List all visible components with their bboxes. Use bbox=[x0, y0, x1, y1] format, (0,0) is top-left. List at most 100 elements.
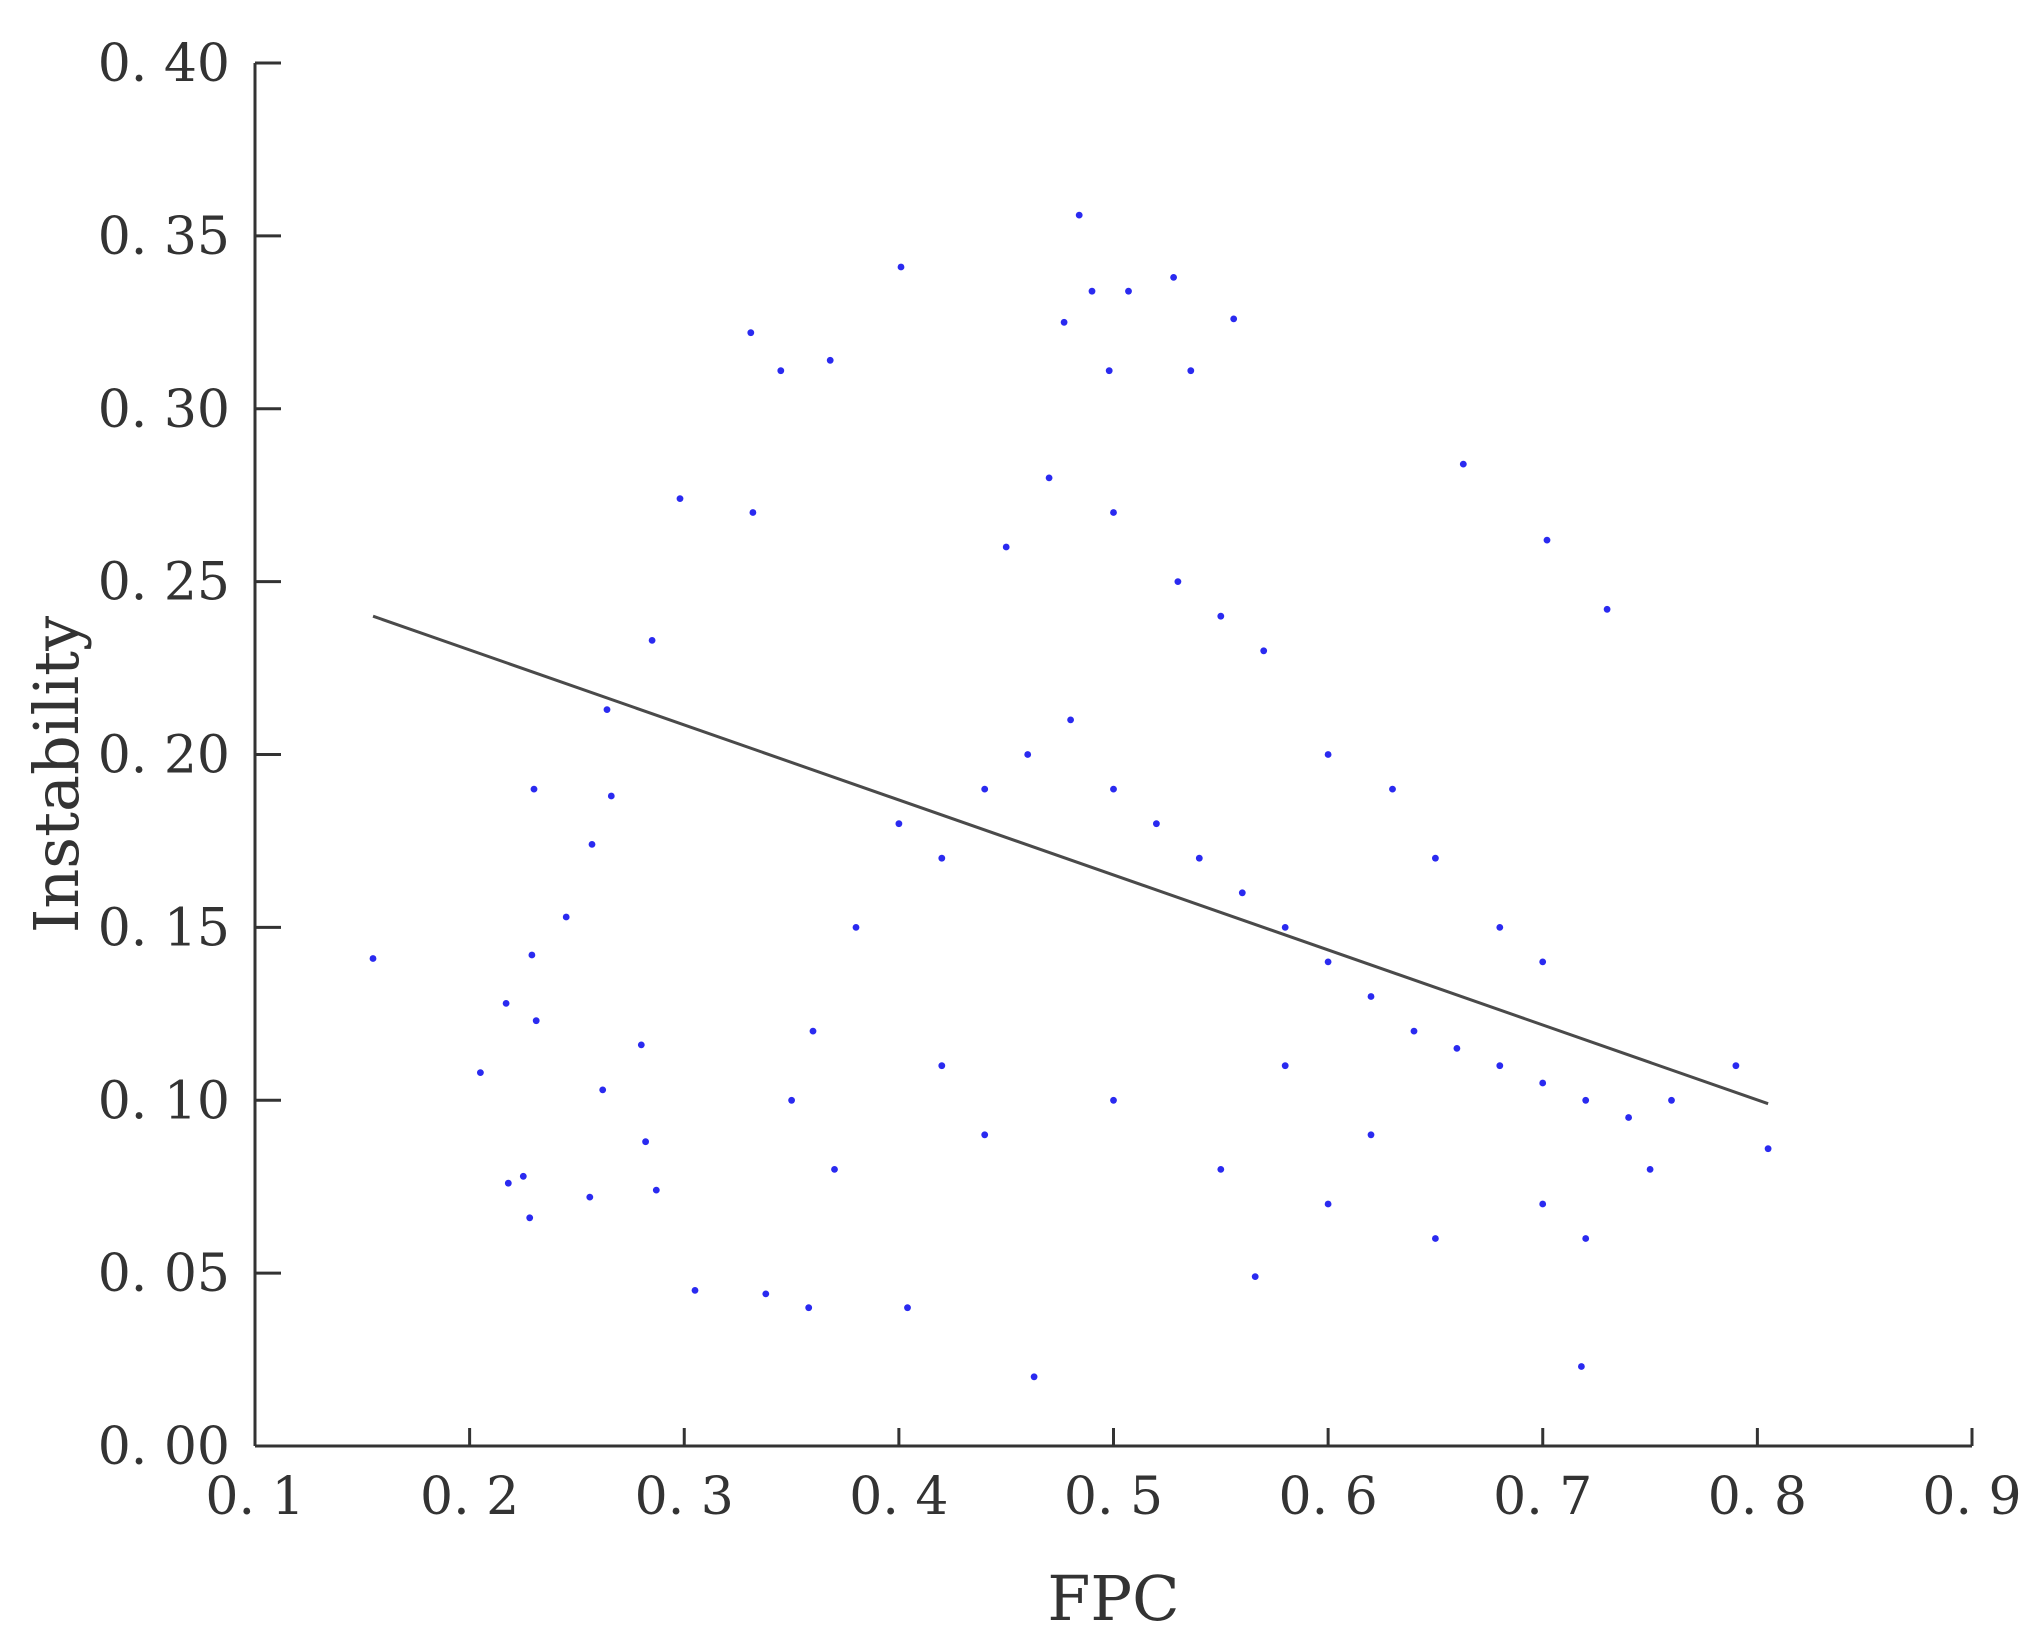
scatter-point bbox=[1153, 820, 1160, 828]
scatter-point bbox=[1453, 1045, 1461, 1052]
scatter-point bbox=[1238, 889, 1246, 897]
scatter-point bbox=[749, 509, 757, 516]
scatter-point bbox=[1578, 1363, 1585, 1370]
scatter-point bbox=[1646, 1166, 1654, 1173]
scatter-point bbox=[938, 1062, 946, 1070]
scatter-point bbox=[938, 854, 946, 862]
scatter-point bbox=[648, 637, 656, 644]
scatter-point bbox=[981, 1131, 989, 1139]
scatter-point bbox=[904, 1304, 911, 1312]
scatter-point bbox=[1625, 1114, 1632, 1121]
scatter-point bbox=[1459, 460, 1467, 468]
scatter-point bbox=[477, 1069, 484, 1076]
scatter-point bbox=[1067, 716, 1074, 724]
scatter-point bbox=[777, 367, 785, 375]
x-tick-label: 0. 9 bbox=[1922, 1467, 2021, 1527]
fit-line-layer bbox=[372, 614, 1769, 1106]
scatter-point bbox=[1110, 1096, 1117, 1104]
scatter-point bbox=[1496, 1062, 1504, 1070]
scatter-point bbox=[747, 329, 755, 337]
scatter-point bbox=[1410, 1027, 1418, 1035]
scatter-point bbox=[586, 1193, 594, 1201]
scatter-point bbox=[788, 1096, 795, 1104]
scatter-point bbox=[1539, 958, 1547, 966]
scatter-point bbox=[1389, 785, 1396, 793]
y-axis-title: Instability bbox=[20, 616, 93, 933]
scatter-point bbox=[1110, 509, 1117, 516]
scatter-point bbox=[1432, 1235, 1439, 1242]
scatter-point bbox=[502, 1000, 510, 1007]
scatter-point bbox=[1539, 1200, 1547, 1208]
scatter-point bbox=[1432, 854, 1439, 862]
scatter-point bbox=[504, 1179, 512, 1187]
scatter-point bbox=[1105, 367, 1113, 375]
scatter-point bbox=[1002, 543, 1010, 551]
scatter-point bbox=[1110, 785, 1117, 793]
x-tick-label: 0. 2 bbox=[420, 1467, 519, 1527]
scatter-point bbox=[1260, 647, 1268, 655]
scatter-point bbox=[1668, 1096, 1675, 1104]
scatter-point bbox=[1603, 605, 1611, 613]
scatter-point bbox=[1764, 1145, 1772, 1153]
scatter-point bbox=[809, 1027, 817, 1035]
scatter-point bbox=[1088, 287, 1096, 295]
scatter-point bbox=[1174, 578, 1182, 585]
y-tick-label: 0. 30 bbox=[98, 380, 230, 440]
x-tick-label: 0. 4 bbox=[849, 1467, 948, 1527]
y-tick-label: 0. 25 bbox=[98, 553, 230, 613]
scatter-point bbox=[762, 1290, 770, 1298]
scatter-point bbox=[1582, 1096, 1590, 1104]
scatter-point bbox=[805, 1304, 813, 1312]
scatter-point bbox=[528, 951, 536, 959]
scatter-point bbox=[1324, 1200, 1332, 1208]
scatter-point bbox=[1217, 1166, 1225, 1173]
scatter-point bbox=[1582, 1235, 1590, 1242]
scatter-point bbox=[1024, 751, 1032, 758]
axes bbox=[253, 63, 1972, 1448]
y-tick-label: 0. 10 bbox=[98, 1071, 230, 1131]
scatter-point bbox=[981, 785, 989, 793]
scatter-point bbox=[826, 356, 834, 364]
scatter-point bbox=[652, 1186, 660, 1194]
scatter-point bbox=[1230, 315, 1238, 323]
scatter-point bbox=[532, 1017, 540, 1025]
scatter-point bbox=[1367, 1131, 1375, 1139]
y-tick-label: 0. 20 bbox=[98, 726, 230, 786]
y-tick-label: 0. 05 bbox=[98, 1244, 230, 1304]
scatter-point bbox=[526, 1214, 534, 1222]
y-tick-label: 0. 40 bbox=[98, 34, 230, 94]
scatter-point bbox=[1187, 367, 1195, 375]
ticks: 0. 1 0. 2 0. 3 0. 4 0. 5 0. 6 0. 7 0. 8 0. 9 0. 0… bbox=[98, 34, 2022, 1527]
y-tick-label: 0. 15 bbox=[98, 898, 230, 958]
scatter-point bbox=[895, 820, 903, 828]
scatter-point bbox=[1732, 1062, 1740, 1070]
scatter-point bbox=[603, 706, 611, 713]
scatter-point bbox=[607, 792, 615, 800]
scatter-point bbox=[1324, 751, 1332, 758]
scatter-point bbox=[530, 785, 538, 793]
scatter-point bbox=[852, 924, 860, 931]
scatter-point bbox=[1217, 612, 1225, 620]
scatter-point bbox=[637, 1041, 645, 1049]
points-layer bbox=[369, 211, 1772, 1381]
scatter-point bbox=[676, 495, 684, 502]
x-tick-label: 0. 1 bbox=[205, 1467, 304, 1527]
scatter-point bbox=[642, 1138, 649, 1146]
scatter-point bbox=[897, 263, 905, 271]
scatter-point bbox=[599, 1086, 607, 1094]
scatter-point bbox=[1281, 924, 1289, 931]
scatter-point bbox=[1324, 958, 1332, 966]
scatter-point bbox=[1496, 924, 1504, 931]
scatter-point bbox=[1030, 1373, 1038, 1381]
x-tick-label: 0. 5 bbox=[1064, 1467, 1163, 1527]
x-tick-label: 0. 7 bbox=[1493, 1467, 1592, 1527]
scatter-point bbox=[1170, 274, 1177, 281]
scatter-point bbox=[1281, 1062, 1289, 1070]
scatter-point bbox=[519, 1172, 527, 1180]
scatter-point bbox=[562, 913, 570, 921]
scatter-point bbox=[369, 955, 377, 962]
x-tick-label: 0. 8 bbox=[1708, 1467, 1807, 1527]
scatter-point bbox=[1543, 536, 1551, 544]
scatter-point bbox=[1367, 993, 1375, 1000]
